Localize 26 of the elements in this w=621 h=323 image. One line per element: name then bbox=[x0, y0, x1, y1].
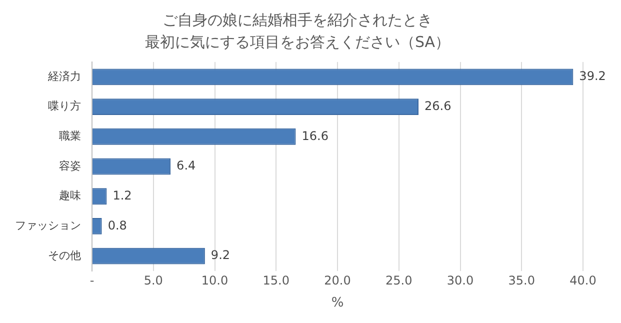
x-tick-label: 10.0 bbox=[201, 273, 228, 288]
x-tick-label: 5.0 bbox=[144, 273, 163, 288]
data-label: 9.2 bbox=[210, 248, 230, 262]
x-tick-label: 30.0 bbox=[446, 273, 474, 288]
chart-subtitle: 最初に気にする項目をお答えください（SA） bbox=[144, 32, 450, 51]
x-axis-title: % bbox=[331, 296, 344, 311]
y-tick-label: 趣味 bbox=[59, 189, 81, 202]
data-label: 6.4 bbox=[176, 158, 196, 173]
y-tick-label: 経済力 bbox=[47, 70, 81, 83]
chart-title: ご自身の娘に結婚相手を紹介されたとき bbox=[162, 10, 432, 29]
data-label: 39.2 bbox=[579, 69, 606, 84]
data-label: 0.8 bbox=[108, 218, 127, 232]
x-tick-label: - bbox=[90, 273, 94, 288]
y-tick-label: その他 bbox=[48, 248, 81, 262]
x-tick-label: 40.0 bbox=[570, 273, 596, 288]
x-tick-label: 20.0 bbox=[324, 273, 351, 288]
data-label: 1.2 bbox=[112, 188, 132, 202]
x-tick-label: 35.0 bbox=[508, 273, 535, 288]
x-tick-label: 15.0 bbox=[262, 273, 290, 288]
y-tick-label: 喋り方 bbox=[48, 100, 81, 113]
data-label: 26.6 bbox=[424, 98, 452, 113]
y-tick-label: ファッション bbox=[15, 219, 81, 232]
x-tick-label: 25.0 bbox=[386, 273, 412, 288]
y-tick-label: 容姿 bbox=[59, 159, 81, 172]
y-tick-label: 職業 bbox=[59, 130, 81, 142]
data-label: 16.6 bbox=[302, 128, 328, 143]
